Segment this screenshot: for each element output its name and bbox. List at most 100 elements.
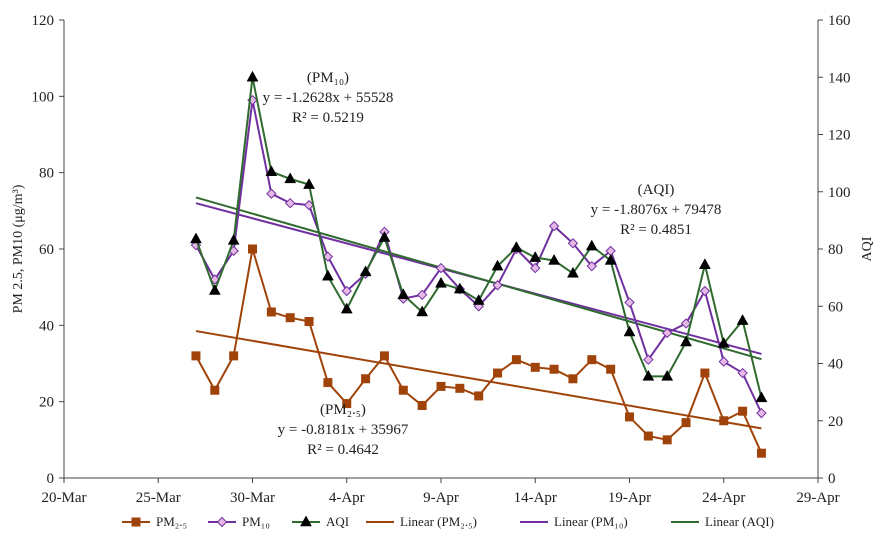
data-point [625, 412, 634, 422]
trendline-equation: R² = 0.4851 [620, 222, 692, 238]
data-point [229, 351, 239, 361]
series-line [195, 99, 763, 414]
data-point [378, 231, 391, 242]
data-point [700, 368, 710, 378]
legend-label: AQI [326, 514, 349, 529]
x-tick-label: 24-Apr [702, 490, 745, 506]
data-point [246, 70, 259, 82]
data-point [323, 378, 333, 388]
data-point [604, 253, 617, 265]
data-point [248, 244, 257, 254]
legend-label: Linear (AQI) [705, 514, 774, 529]
data-point [340, 302, 353, 314]
data-point [719, 416, 729, 426]
data-point [738, 406, 748, 416]
data-point [416, 305, 429, 317]
data-point [717, 336, 730, 348]
trendline [195, 330, 762, 430]
data-point [227, 233, 240, 245]
data-point [285, 313, 295, 323]
data-point [455, 383, 465, 393]
data-point [661, 369, 674, 381]
data-point [453, 282, 466, 294]
trendline-equation: R² = 0.4642 [307, 442, 379, 458]
y-left-tick-label: 40 [39, 318, 54, 334]
y-left-tick-label: 120 [32, 13, 55, 29]
data-point [435, 262, 447, 274]
legend-label: PM₂.₅ [156, 514, 187, 529]
series [190, 70, 768, 458]
y-right-tick-label: 60 [828, 299, 843, 315]
trendline-equation: y = -0.8181x + 35967 [278, 422, 409, 438]
y-left-tick-label: 100 [32, 89, 55, 105]
data-point [643, 431, 653, 441]
data-point [530, 362, 540, 372]
x-tick-label: 4-Apr [329, 490, 365, 506]
data-point [624, 297, 635, 308]
x-tick-label: 30-Mar [230, 490, 275, 506]
data-point [530, 262, 541, 274]
data-point [284, 197, 296, 209]
data-point [567, 266, 579, 278]
y-axis-right-title: AQI [860, 236, 875, 261]
data-point [736, 314, 749, 325]
data-point [587, 355, 597, 365]
data-point [680, 318, 692, 329]
data-point [341, 285, 352, 297]
data-point [322, 251, 334, 262]
data-point [492, 280, 503, 291]
y-axis-left-title: PM 2.5, PM10 (μg/m³) [11, 184, 26, 313]
x-tick-label: 9-Apr [423, 490, 459, 506]
data-point [379, 351, 389, 361]
legend-label: PM₁₀ [242, 514, 270, 529]
trendline-equation: y = -1.8076x + 79478 [591, 202, 722, 218]
y-right-tick-label: 40 [828, 357, 843, 373]
data-point [511, 355, 521, 365]
data-point [397, 288, 410, 300]
x-tick-label: 20-Mar [42, 490, 87, 506]
data-point [208, 283, 221, 295]
data-point [210, 385, 220, 395]
trendline-equation: (PM₂.₅) [320, 402, 366, 418]
data-point [698, 258, 711, 269]
data-point [585, 239, 598, 251]
annotations: (PM₁₀) y = -1.2628x + 55528 R² = 0.5219 (AQ… [263, 70, 722, 458]
data-point [549, 364, 559, 374]
data-point [284, 172, 297, 184]
x-tick-label: 14-Apr [514, 490, 557, 506]
data-point [718, 356, 729, 367]
data-point [474, 391, 484, 401]
data-point [491, 259, 504, 271]
data-point [190, 232, 202, 244]
legend: PM₂.₅ PM₁₀ AQI Linear (PM₂.₅) Linear (PM₁₀) L… [122, 514, 774, 529]
data-point [642, 369, 655, 381]
y-left-tick-label: 20 [39, 395, 54, 411]
data-point [737, 367, 748, 379]
trendline-equation: (AQI) [638, 182, 675, 198]
y-right-tick-label: 0 [828, 471, 836, 487]
data-point [568, 374, 578, 384]
data-point [756, 448, 766, 458]
data-point [436, 381, 446, 391]
data-point [361, 374, 371, 384]
legend-marker [216, 516, 228, 528]
data-point [548, 253, 561, 265]
data-point [756, 407, 767, 419]
trendline-equation: R² = 0.5219 [292, 110, 364, 126]
y-right-tick-label: 120 [828, 128, 851, 144]
trendline-equation: y = -1.2628x + 55528 [263, 90, 394, 106]
legend-label: Linear (PM₁₀) [554, 514, 628, 529]
y-left-tick-label: 60 [39, 242, 54, 258]
data-point [661, 327, 673, 339]
x-tick-label: 25-Mar [136, 490, 181, 506]
data-point [266, 188, 277, 199]
data-point [191, 351, 201, 361]
x-tick-label: 29-Apr [796, 490, 839, 506]
y-right-tick-label: 80 [828, 242, 843, 258]
data-point [493, 368, 503, 378]
data-point [304, 317, 314, 327]
y-right-tick-label: 20 [828, 414, 843, 430]
data-point [662, 435, 672, 445]
data-point [586, 260, 598, 272]
